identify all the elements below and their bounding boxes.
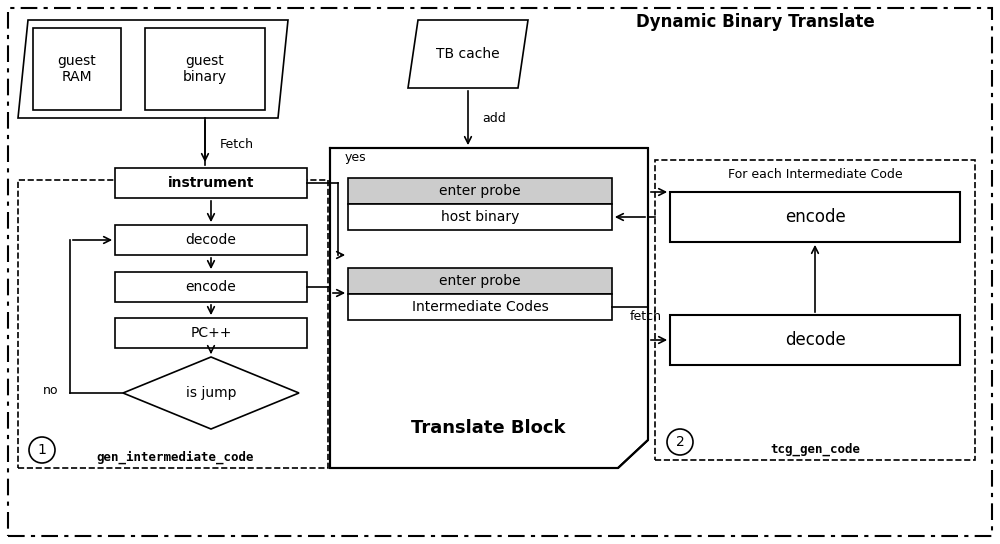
- Bar: [33, 28, 121, 110]
- Text: For each Intermediate Code: For each Intermediate Code: [728, 169, 902, 182]
- Text: yes: yes: [345, 151, 367, 164]
- Text: Intermediate Codes: Intermediate Codes: [412, 300, 548, 314]
- Text: Dynamic Binary Translate: Dynamic Binary Translate: [636, 13, 874, 31]
- Text: enter probe: enter probe: [439, 274, 521, 288]
- Bar: [115, 318, 307, 348]
- Text: instrument: instrument: [168, 176, 254, 190]
- Bar: [670, 192, 960, 242]
- FancyBboxPatch shape: [8, 8, 992, 536]
- Text: host binary: host binary: [441, 210, 519, 224]
- Polygon shape: [123, 357, 299, 429]
- Polygon shape: [18, 20, 288, 118]
- Bar: [348, 178, 612, 204]
- Bar: [348, 268, 612, 294]
- Bar: [348, 204, 612, 230]
- Bar: [115, 168, 307, 198]
- Polygon shape: [330, 148, 648, 468]
- Text: encode: encode: [785, 208, 845, 226]
- Bar: [670, 315, 960, 365]
- Text: PC++: PC++: [190, 326, 232, 340]
- Text: decode: decode: [785, 331, 845, 349]
- Bar: [348, 294, 612, 320]
- Text: 1: 1: [38, 443, 46, 457]
- Text: TB cache: TB cache: [436, 47, 500, 61]
- Text: encode: encode: [186, 280, 236, 294]
- Bar: [145, 28, 265, 110]
- Text: guest
binary: guest binary: [183, 54, 227, 84]
- Bar: [115, 225, 307, 255]
- Bar: [115, 272, 307, 302]
- Circle shape: [29, 437, 55, 463]
- Text: fetch: fetch: [630, 310, 662, 323]
- Circle shape: [667, 429, 693, 455]
- Text: decode: decode: [186, 233, 236, 247]
- Text: enter probe: enter probe: [439, 184, 521, 198]
- Text: tcg_gen_code: tcg_gen_code: [770, 442, 860, 456]
- Text: 2: 2: [676, 435, 684, 449]
- Text: Translate Block: Translate Block: [411, 419, 565, 437]
- Text: guest
RAM: guest RAM: [58, 54, 96, 84]
- Text: Fetch: Fetch: [220, 139, 254, 151]
- Text: is jump: is jump: [186, 386, 236, 400]
- Text: no: no: [42, 384, 58, 397]
- Text: gen_intermediate_code: gen_intermediate_code: [96, 450, 254, 463]
- Polygon shape: [408, 20, 528, 88]
- Text: add: add: [482, 112, 506, 125]
